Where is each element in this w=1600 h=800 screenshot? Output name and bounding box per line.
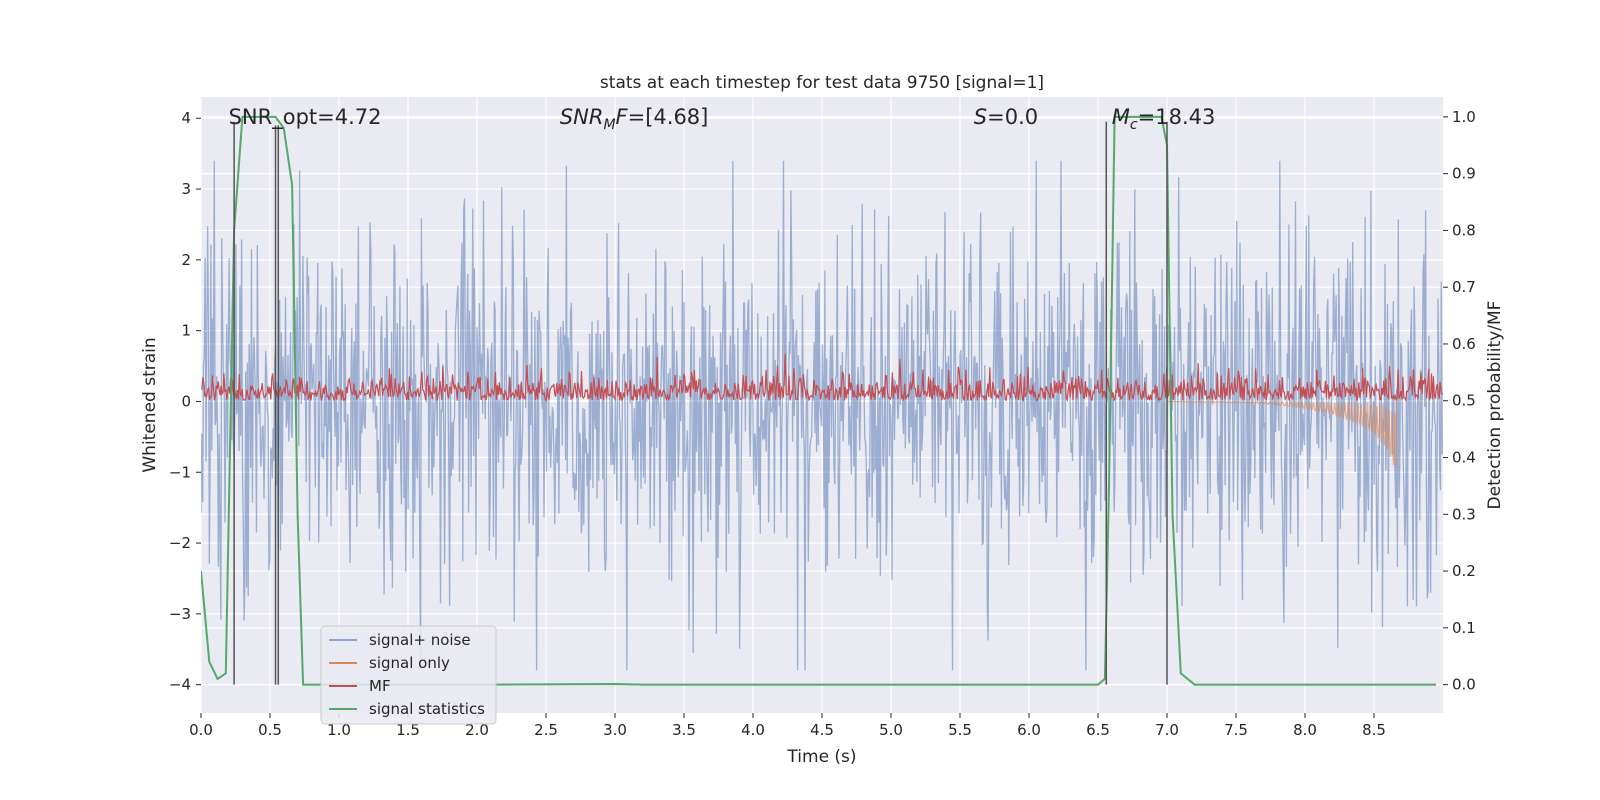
y-axis-label-right: Detection probability/MF (1485, 301, 1505, 510)
vertical-markers (233, 121, 1168, 685)
x-tick-label: 7.5 (1224, 721, 1248, 739)
x-tick-label: 4.5 (810, 721, 834, 739)
x-tick-label: 1.5 (396, 721, 420, 739)
ticks: 0.0 0.5 1.0 1.5 2.0 2.5 3.0 3.5 4.0 4.5 5.0 5.5 6.0 6… (169, 108, 1476, 739)
y-tick-label: 2 (181, 251, 191, 269)
legend-label: signal+ noise (369, 631, 471, 649)
series-signal-statistics (201, 115, 1437, 686)
series-signal-noise (201, 160, 1443, 671)
legend-label: MF (369, 677, 391, 695)
x-tick-label: 0.0 (189, 721, 213, 739)
y-tick-label: 1 (181, 322, 191, 340)
x-tick-label: 7.0 (1155, 721, 1179, 739)
y-tick-label: −3 (169, 605, 191, 623)
x-tick-label: 8.0 (1293, 721, 1317, 739)
y-tick-label: −1 (169, 463, 191, 481)
y-tick-label: 3 (181, 180, 191, 198)
x-tick-label: 6.0 (1017, 721, 1041, 739)
legend: signal+ noise signal only MF signal statist… (320, 625, 497, 725)
x-tick-label: 2.5 (534, 721, 558, 739)
y-tick-label-right: 0.2 (1452, 562, 1476, 580)
y-tick-label-right: 0.3 (1452, 505, 1476, 523)
y-tick-label-right: 0.6 (1452, 335, 1476, 353)
y-tick-label-right: 0.4 (1452, 449, 1476, 467)
series-layer (201, 115, 1443, 686)
x-tick-label: 3.5 (672, 721, 696, 739)
x-tick-label: 0.5 (258, 721, 282, 739)
series-mf (201, 353, 1443, 403)
x-tick-label: 8.5 (1362, 721, 1386, 739)
legend-label: signal only (369, 654, 450, 672)
x-tick-label: 6.5 (1086, 721, 1110, 739)
annotations: SNR_opt=4.72 SNRMF=[4.68] S=0.0 Mc=18.43 (229, 105, 1216, 133)
x-tick-label: 3.0 (603, 721, 627, 739)
x-tick-label: 4.0 (741, 721, 765, 739)
y-tick-label: 0 (181, 392, 191, 410)
y-tick-label-right: 0.8 (1452, 221, 1476, 239)
y-tick-label-right: 0.0 (1452, 676, 1476, 694)
annotation: SNR_opt=4.72 (229, 105, 382, 130)
y-tick-label: −4 (169, 676, 191, 694)
y-tick-label-right: 0.1 (1452, 619, 1476, 637)
y-tick-label: −2 (169, 534, 191, 552)
legend-label: signal statistics (369, 700, 485, 718)
annotation: S=0.0 (974, 105, 1038, 129)
y-tick-label-right: 0.7 (1452, 278, 1476, 296)
series-signal-only (1167, 399, 1397, 469)
x-tick-label: 5.5 (948, 721, 972, 739)
x-axis-label: Time (s) (786, 747, 856, 767)
y-tick-label: 4 (181, 109, 191, 127)
x-tick-label: 2.0 (465, 721, 489, 739)
x-tick-label: 5.0 (879, 721, 903, 739)
x-tick-label: 1.0 (327, 721, 351, 739)
legend-box (320, 625, 497, 725)
y-tick-label-right: 1.0 (1452, 108, 1476, 126)
annotation: Mc=18.43 (1112, 105, 1216, 133)
annotation: SNRMF=[4.68] (560, 105, 709, 133)
chart-title: stats at each timestep for test data 975… (600, 73, 1044, 93)
plot-area (201, 115, 1443, 686)
y-tick-label-right: 0.5 (1452, 392, 1476, 410)
y-axis-label: Whitened strain (140, 337, 160, 472)
y-tick-label-right: 0.9 (1452, 165, 1476, 183)
